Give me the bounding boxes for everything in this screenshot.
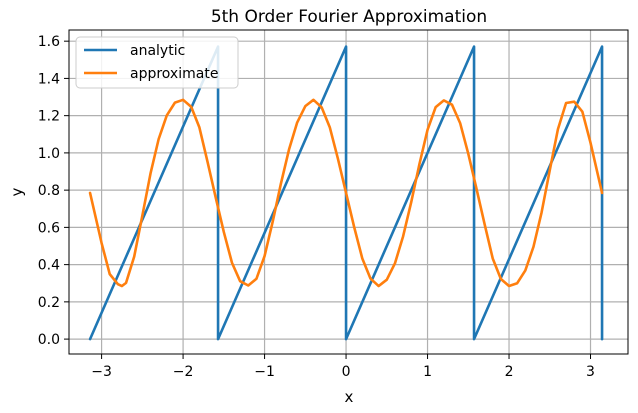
x-tick-label: 0: [342, 364, 351, 380]
plot-frame: [68, 29, 629, 355]
y-tick-label: 1.0: [38, 146, 60, 162]
y-tick-label: 1.2: [38, 109, 60, 125]
x-tick-label: 2: [505, 364, 514, 380]
grid: [69, 30, 628, 354]
legend-label-analytic: analytic: [130, 43, 185, 59]
legend: analytic approximate: [75, 36, 239, 89]
y-tick-label: 0.0: [38, 332, 60, 348]
y-tick-label: 1.4: [38, 71, 60, 87]
series-line-approximate: [88, 98, 604, 288]
chart-title: 5th Order Fourier Approximation: [211, 7, 487, 27]
x-tick-label: −1: [254, 364, 275, 380]
y-axis-ticks: 0.0 0.2 0.4 0.6 0.8 1.0 1.2 1.4 1.6: [38, 34, 69, 348]
legend-label-approximate: approximate: [130, 66, 218, 82]
series-line-analytic: [88, 45, 604, 341]
y-tick-label: 0.6: [38, 220, 60, 236]
x-tick-label: −2: [173, 364, 194, 380]
x-tick-label: −3: [91, 364, 112, 380]
y-axis-label: y: [8, 187, 26, 196]
x-axis-label: x: [345, 388, 354, 406]
x-tick-label: 3: [586, 364, 595, 380]
y-tick-label: 0.2: [38, 295, 60, 311]
y-tick-label: 1.6: [38, 34, 60, 50]
series-layer: [88, 45, 604, 341]
x-tick-label: 1: [423, 364, 432, 380]
x-axis-ticks: −3 −2 −1 0 1 2 3: [91, 354, 595, 380]
y-tick-label: 0.4: [38, 258, 60, 274]
y-tick-label: 0.8: [38, 183, 60, 199]
